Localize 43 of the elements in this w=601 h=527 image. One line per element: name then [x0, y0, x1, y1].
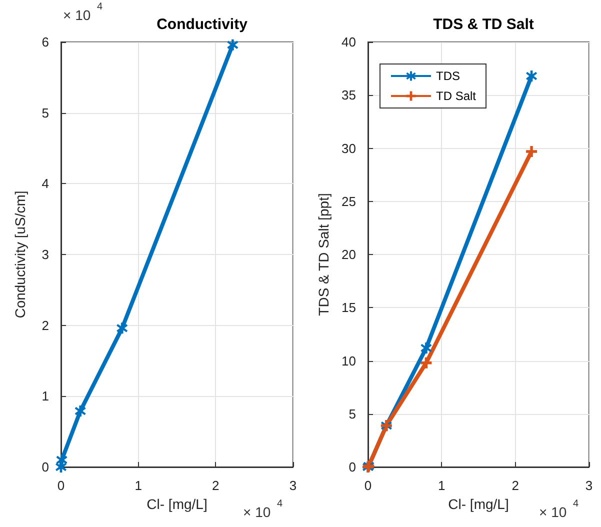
x-tick-label: 3 [289, 478, 297, 493]
y-tick-label: 35 [342, 88, 356, 103]
text: × 104 [539, 498, 579, 520]
legend-label: TDS [436, 69, 460, 83]
y-axis-title: Conductivity [uS/cm] [12, 190, 28, 318]
legend-label: TD Salt [436, 89, 477, 103]
y-tick-label: 0 [348, 460, 356, 474]
chart-title: Conductivity [156, 16, 248, 33]
point [227, 39, 238, 50]
point [56, 454, 68, 466]
text: × 104 [243, 498, 283, 520]
x-axis-title: Cl- [mg/L] [448, 496, 509, 512]
x-tick-label: 3 [585, 478, 593, 493]
y-tick-label: 5 [42, 105, 49, 120]
point [526, 70, 538, 82]
y-tick-label: 30 [342, 140, 356, 156]
point [526, 146, 538, 157]
y-tick-label: 20 [342, 247, 356, 262]
y-axis-title: TDS & TD Salt [ppt] [316, 193, 332, 316]
y-tick-label: 10 [342, 353, 356, 368]
y-tick-label: 15 [342, 300, 356, 316]
x-tick-label: 1 [438, 478, 446, 493]
point [420, 342, 432, 354]
y-tick-label: 4 [42, 176, 49, 192]
y-tick-label: 5 [348, 406, 356, 422]
x-tick-label: 0 [364, 478, 372, 493]
text: × 104 [63, 2, 103, 23]
y-tick-label: 40 [342, 34, 356, 50]
x-tick-label: 2 [212, 478, 220, 493]
y-tick-label: 1 [42, 388, 49, 404]
point [420, 357, 432, 368]
x-tick-label: 0 [57, 478, 65, 493]
y-tick-label: 2 [42, 318, 49, 333]
x-tick-label: 2 [512, 478, 519, 493]
y-tick-label: 0 [42, 460, 49, 474]
y-tick-label: 6 [42, 34, 49, 50]
point [116, 322, 128, 334]
point [74, 406, 86, 417]
chart-title: TDS & TD Salt [433, 16, 534, 33]
y-tick-label: 25 [342, 194, 356, 209]
y-tick-label: 3 [42, 247, 49, 262]
x-axis-title: Cl- [mg/L] [146, 496, 208, 512]
x-tick-label: 1 [134, 478, 142, 493]
